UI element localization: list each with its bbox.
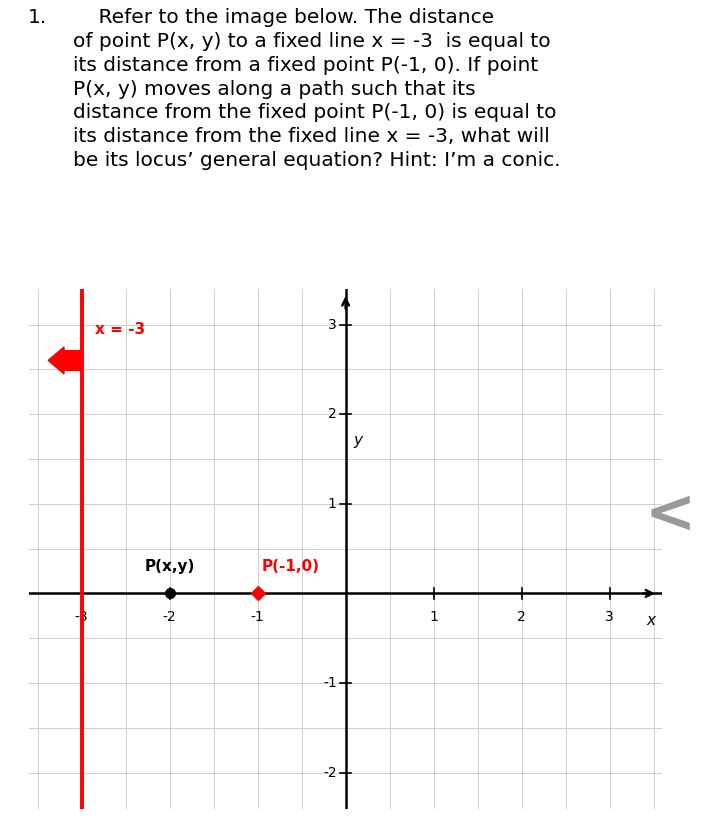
Text: x: x (647, 613, 655, 628)
Text: 1: 1 (328, 497, 337, 511)
Text: 1: 1 (429, 610, 438, 624)
FancyArrow shape (48, 347, 81, 374)
Text: 2: 2 (517, 610, 526, 624)
Text: -1: -1 (251, 610, 264, 624)
Text: 3: 3 (328, 318, 337, 332)
Text: P(-1,0): P(-1,0) (262, 559, 320, 573)
Text: P(x,y): P(x,y) (145, 559, 195, 573)
Text: x = -3: x = -3 (95, 322, 145, 337)
Text: -2: -2 (323, 766, 337, 780)
Text: 2: 2 (328, 408, 337, 422)
Text: -1: -1 (323, 676, 337, 690)
Text: <: < (644, 486, 696, 545)
Text: -3: -3 (75, 610, 89, 624)
Text: Refer to the image below. The distance
of point P(x, y) to a fixed line x = -3  : Refer to the image below. The distance o… (73, 8, 561, 170)
Text: y: y (354, 433, 362, 448)
Text: 3: 3 (606, 610, 614, 624)
Text: 1.: 1. (28, 8, 48, 27)
Text: -2: -2 (163, 610, 176, 624)
